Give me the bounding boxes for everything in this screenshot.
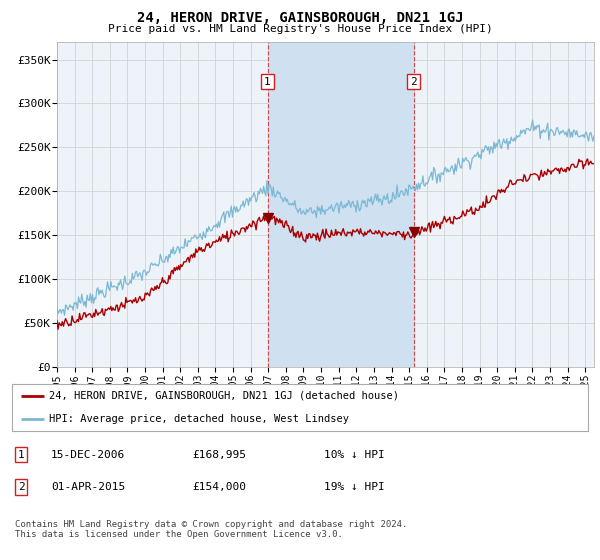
Bar <box>268 42 413 367</box>
Text: £168,995: £168,995 <box>192 450 246 460</box>
Text: Price paid vs. HM Land Registry's House Price Index (HPI): Price paid vs. HM Land Registry's House … <box>107 24 493 34</box>
Text: Contains HM Land Registry data © Crown copyright and database right 2024.
This d: Contains HM Land Registry data © Crown c… <box>15 520 407 539</box>
Text: 15-DEC-2006: 15-DEC-2006 <box>51 450 125 460</box>
Text: 19% ↓ HPI: 19% ↓ HPI <box>324 482 385 492</box>
Text: 1: 1 <box>17 450 25 460</box>
Text: 1: 1 <box>264 77 271 86</box>
Text: 24, HERON DRIVE, GAINSBOROUGH, DN21 1GJ: 24, HERON DRIVE, GAINSBOROUGH, DN21 1GJ <box>137 11 463 25</box>
Text: HPI: Average price, detached house, West Lindsey: HPI: Average price, detached house, West… <box>49 414 349 424</box>
Text: 2: 2 <box>17 482 25 492</box>
Text: 10% ↓ HPI: 10% ↓ HPI <box>324 450 385 460</box>
Text: 01-APR-2015: 01-APR-2015 <box>51 482 125 492</box>
Text: 24, HERON DRIVE, GAINSBOROUGH, DN21 1GJ (detached house): 24, HERON DRIVE, GAINSBOROUGH, DN21 1GJ … <box>49 390 400 400</box>
Text: £154,000: £154,000 <box>192 482 246 492</box>
Text: 2: 2 <box>410 77 417 86</box>
